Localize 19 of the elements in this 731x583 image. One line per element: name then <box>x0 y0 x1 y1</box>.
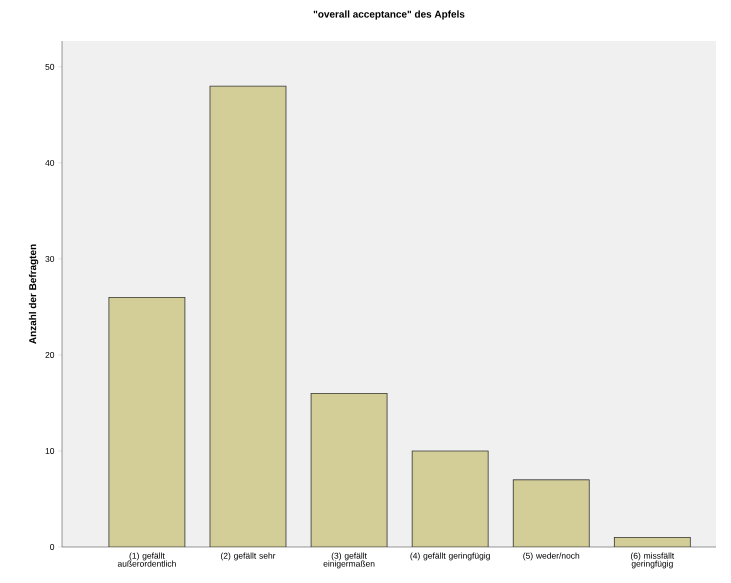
x-tick-label: (4) gefällt geringfügig <box>410 552 490 560</box>
bar <box>512 479 590 547</box>
x-tick-label: (5) weder/noch <box>523 552 580 560</box>
bar <box>412 450 489 547</box>
y-axis-title: Anzahl der Befragten <box>28 244 38 344</box>
bar <box>210 86 286 547</box>
y-tick-label: 0 <box>50 544 54 550</box>
y-tick-label: 40 <box>45 160 54 166</box>
y-tick-label: 50 <box>45 64 54 70</box>
y-tick-label: 10 <box>46 448 54 454</box>
chart-title: "overall acceptance" des Apfels <box>314 10 464 20</box>
y-tick-label: 20 <box>45 352 54 358</box>
x-tick-label: (2) gefällt sehr <box>220 552 276 560</box>
x-tick-label: (1) gefällt außerordentlich <box>118 552 176 567</box>
x-tick-label: (6) missfällt geringfügig <box>630 552 674 568</box>
bar <box>310 392 388 547</box>
x-tick-label: (3) gefällt einigermaßen <box>324 552 374 568</box>
bar <box>108 296 186 547</box>
y-tick-label: 30 <box>45 256 54 262</box>
